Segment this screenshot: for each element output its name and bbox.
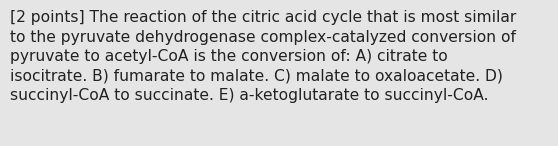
Text: [2 points] The reaction of the citric acid cycle that is most similar
to the pyr: [2 points] The reaction of the citric ac… [10,10,516,104]
